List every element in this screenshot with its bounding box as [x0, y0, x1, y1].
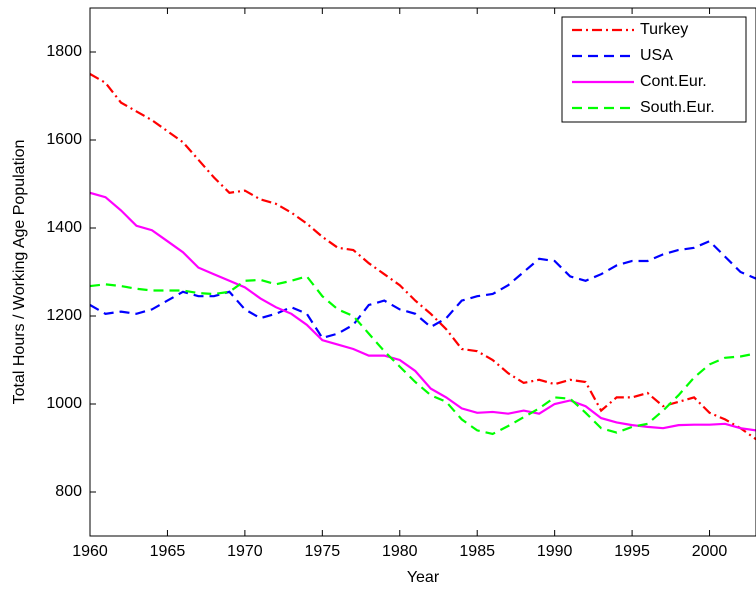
series-line: [90, 239, 756, 340]
x-tick-label: 1960: [72, 543, 108, 560]
y-tick-label: 1800: [46, 43, 82, 60]
series-line: [90, 73, 756, 441]
y-tick-label: 1000: [46, 395, 82, 412]
x-tick-label: 1965: [150, 543, 186, 560]
x-tick-label: 1970: [227, 543, 263, 560]
y-tick-label: 1400: [46, 219, 82, 236]
x-tick-label: 2000: [692, 543, 728, 560]
y-tick-label: 1200: [46, 307, 82, 324]
legend-label: USA: [640, 47, 673, 64]
y-tick-label: 800: [55, 483, 82, 500]
plot-area: [90, 73, 756, 441]
y-axis-label: Total Hours / Working Age Population: [11, 140, 28, 405]
series-line: [90, 191, 756, 432]
x-axis-label: Year: [407, 569, 440, 586]
x-tick-label: 1990: [537, 543, 573, 560]
x-tick-label: 1985: [459, 543, 495, 560]
legend-label: South.Eur.: [640, 99, 715, 116]
legend-label: Turkey: [640, 21, 688, 38]
axes-frame: [89, 7, 756, 537]
legend-label: Cont.Eur.: [640, 73, 707, 90]
legend-box: [561, 16, 747, 123]
series-line: [90, 275, 756, 436]
y-tick-label: 1600: [46, 131, 82, 148]
x-tick-label: 1975: [305, 543, 341, 560]
x-tick-label: 1980: [382, 543, 418, 560]
x-tick-label: 1995: [614, 543, 650, 560]
